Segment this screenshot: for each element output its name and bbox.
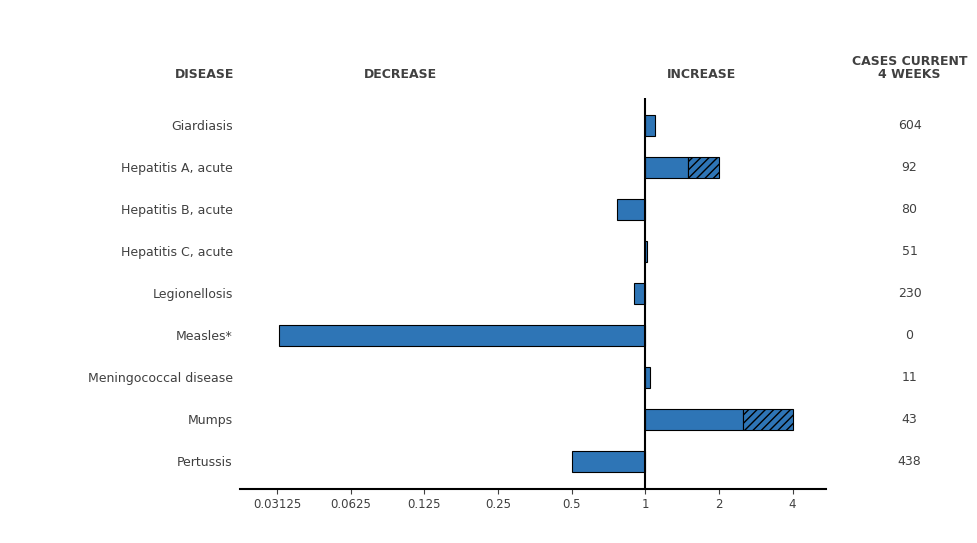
Bar [645, 367, 650, 388]
Text: 0: 0 [905, 329, 913, 342]
Text: 80: 80 [901, 203, 916, 216]
Text: 604: 604 [897, 118, 920, 131]
Bar [688, 156, 718, 178]
Text: 438: 438 [897, 455, 920, 468]
Text: 43: 43 [901, 413, 916, 426]
Text: CASES CURRENT: CASES CURRENT [851, 55, 966, 68]
Bar [645, 409, 742, 430]
Bar [645, 156, 688, 178]
Text: 51: 51 [901, 245, 916, 258]
Text: INCREASE: INCREASE [666, 68, 736, 81]
Bar [616, 199, 645, 220]
Bar [633, 283, 645, 304]
Bar [571, 451, 645, 472]
Text: 4 WEEKS: 4 WEEKS [877, 68, 940, 81]
Bar [279, 325, 645, 346]
Bar [645, 241, 647, 262]
Text: 92: 92 [901, 161, 916, 174]
Text: 11: 11 [901, 371, 916, 384]
Bar [645, 115, 655, 136]
Text: 230: 230 [897, 287, 920, 300]
Bar [742, 409, 791, 430]
Text: DECREASE: DECREASE [363, 68, 437, 81]
Text: DISEASE: DISEASE [175, 68, 234, 81]
